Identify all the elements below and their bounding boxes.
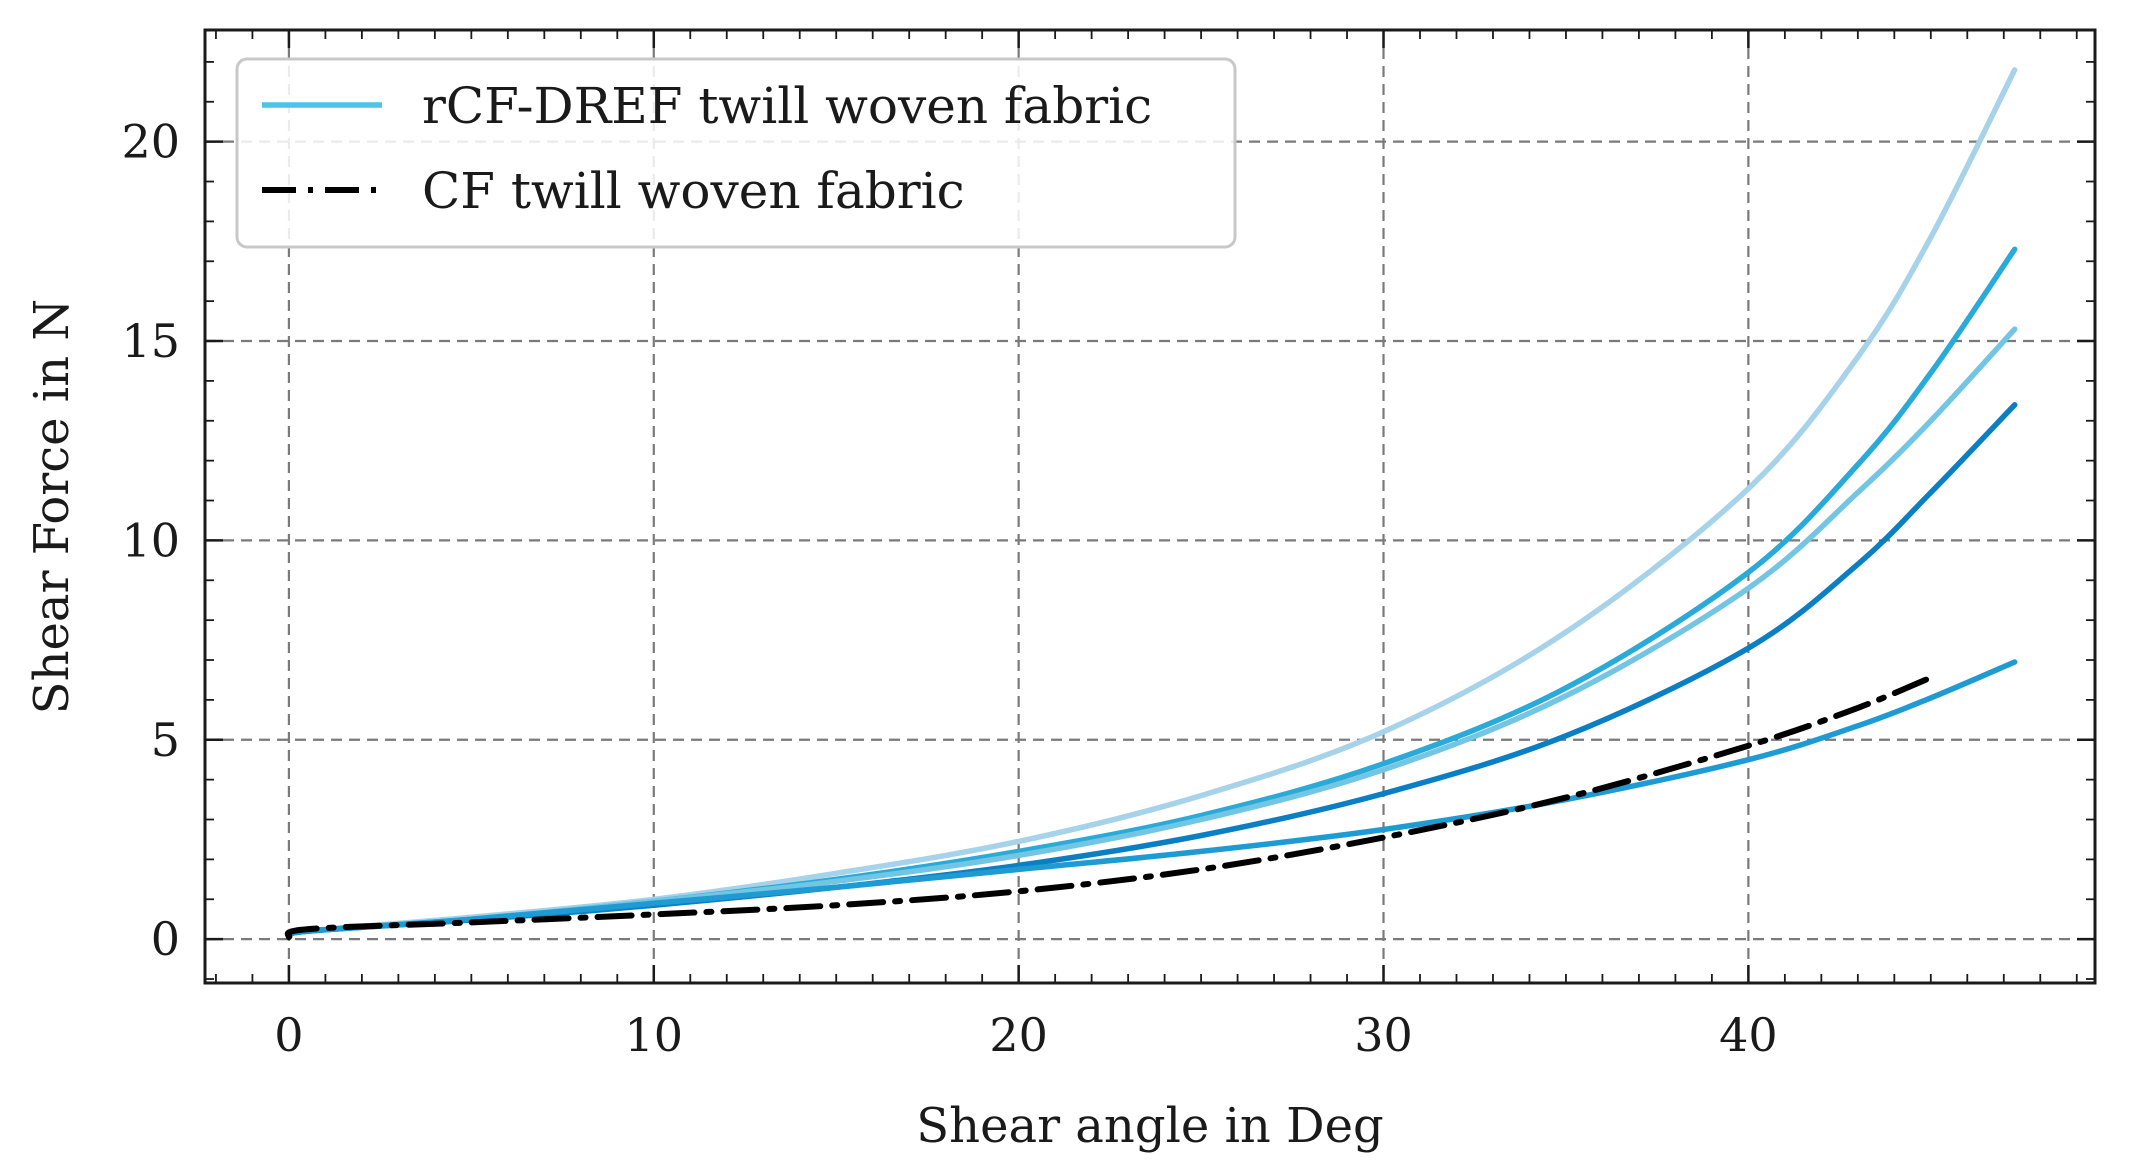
x-tick-label: 10 [625,1008,684,1062]
legend-label-cf: CF twill woven fabric [422,162,965,220]
y-tick-label: 15 [121,314,180,368]
x-tick-label: 40 [1719,1008,1778,1062]
legend: rCF-DREF twill woven fabric CF twill wov… [235,57,1237,249]
y-tick-label: 20 [121,115,180,169]
legend-label-rcf-dref: rCF-DREF twill woven fabric [422,77,1152,135]
tick-labels: 0 10 20 30 40 0 5 10 15 20 [121,115,1777,1062]
x-tick-label: 0 [274,1008,303,1062]
x-tick-label: 20 [989,1008,1048,1062]
x-axis-label: Shear angle in Deg [916,1098,1383,1154]
axis-ticks [205,30,2095,983]
grid [205,30,2095,983]
series-lines [284,67,2018,941]
plot-frame [203,28,2097,985]
y-tick-label: 10 [121,513,180,567]
series-line-cf [284,673,1938,941]
x-tick-label: 30 [1354,1008,1413,1062]
y-axis-label: Shear Force in N [24,299,80,715]
legend-box [235,57,1237,249]
y-tick-label: 5 [151,713,180,767]
series-line-rcf-dref-5 [285,659,2018,940]
y-tick-label: 0 [151,912,180,966]
